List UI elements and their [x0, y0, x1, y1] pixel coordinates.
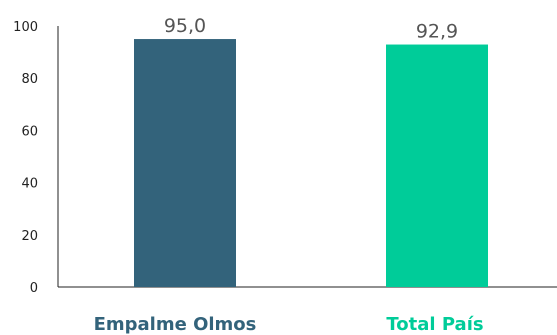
y-tick-label: 0: [30, 281, 38, 296]
y-tick-labels: 0 20 40 60 80 100: [13, 20, 38, 296]
bar: [134, 39, 236, 287]
category-label: Total País: [386, 314, 483, 335]
y-tick-label: 40: [21, 177, 38, 192]
y-tick-label: 80: [21, 72, 38, 87]
data-label: 95,0: [164, 15, 206, 37]
y-tick-label: 20: [21, 229, 38, 244]
y-axis: 0 20 40 60 80 100: [13, 20, 59, 296]
value-labels: 95,0 92,9: [164, 15, 458, 42]
bars: [134, 39, 488, 287]
bar: [386, 44, 488, 287]
y-tick-label: 60: [21, 124, 38, 139]
y-tick-label: 100: [13, 20, 38, 35]
category-labels: Empalme Olmos Total País: [94, 314, 484, 335]
category-label: Empalme Olmos: [94, 314, 257, 335]
data-label: 92,9: [416, 21, 458, 43]
